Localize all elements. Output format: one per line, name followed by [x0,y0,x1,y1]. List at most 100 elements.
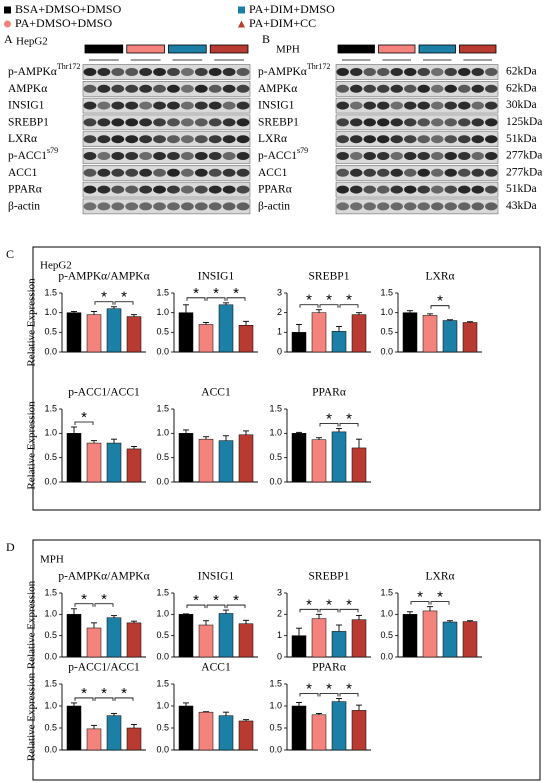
protein-name: PPARα [258,183,292,195]
y-axis-label: Relative Expression [26,401,38,490]
blot-band [208,118,222,127]
blot-band [83,101,97,110]
blot-band [83,152,97,160]
significance-star: * [437,293,443,310]
blot-band [222,135,236,144]
blot-band [485,84,498,93]
protein-size: 51kDa [506,133,537,145]
blot-band [83,84,97,93]
significance-star: * [326,680,332,697]
bar [331,331,347,353]
blot-band [431,185,444,194]
protein-label: p-AMPKαThr172 [8,62,80,78]
protein-label: SREBP1 [258,116,299,128]
blot-strip [335,64,499,80]
y-tick-label: 1.0 [269,428,282,438]
blot-band [458,152,471,160]
blot-band [431,135,444,144]
significance-bracket [94,697,114,701]
blot-band [350,168,363,177]
y-tick-label: 1.5 [156,587,169,597]
bar [86,627,102,658]
blot-band [111,101,125,110]
blot-band [363,202,376,211]
y-tick-label: 0.5 [44,327,57,337]
blot-band [139,68,153,76]
blot-band [390,84,403,93]
blot-band [417,168,430,177]
blot-band [377,168,390,177]
significance-bracket [186,297,206,301]
blot-band [139,135,153,144]
protein-name: p-AMPKα [258,66,307,78]
blot-band [471,68,484,76]
blot-band [471,118,484,127]
protein-name: LXRα [258,133,287,145]
significance-bracket [339,693,359,697]
y-tick-label: 1.5 [380,587,393,597]
protein-site: Thr172 [57,62,81,71]
blot-band [194,84,208,93]
blot-band [167,135,180,144]
protein-name: β-actin [8,200,40,212]
blot-strip [82,97,251,114]
y-tick-label: 0.5 [44,630,57,640]
blot-band [363,135,376,144]
y-tick-label: 0.0 [380,651,393,661]
protein-size: 125kDa [506,116,542,128]
significance-bracket [226,604,246,609]
blot-band [222,118,236,127]
y-tick-label: 1.5 [156,403,169,413]
significance-bracket [114,301,134,305]
blot-band [194,101,208,110]
bar [331,701,347,751]
bar [178,614,194,658]
bar [66,433,82,483]
blot-band [139,152,153,160]
blot-band [404,101,417,110]
significance-star: * [437,589,443,606]
significance-star: * [417,589,423,606]
blot-band [363,68,376,76]
y-tick-label: 0.0 [44,476,57,486]
blot-band [458,84,471,93]
blot-band [208,168,222,177]
chart-title: LXRα [425,271,454,283]
blot-band [97,101,111,110]
blot-band [377,118,390,127]
bar [106,715,122,751]
panel-frame [32,539,541,781]
protein-site: Thr172 [307,62,331,71]
protein-label: β-actin [8,200,40,212]
group-bar [418,44,456,54]
bar [351,447,367,483]
y-tick-label: 0.5 [44,722,57,732]
y-tick-label: 0.5 [156,722,169,732]
blot-strip [82,165,251,181]
blot-band [83,68,97,76]
blot-band [111,185,125,194]
blot-band [377,68,390,76]
significance-bracket [206,604,226,609]
blot-band [404,168,417,177]
significance-bracket [299,304,319,308]
bar [86,728,102,751]
blot-band [208,84,222,93]
blot-band [167,68,180,76]
blot-band [194,68,208,76]
y-tick-label: 1.0 [269,700,282,710]
blot-band [111,168,125,177]
blot-band [404,202,417,211]
blot-band [336,84,349,93]
y-tick-label: 1.5 [156,287,169,297]
bar [291,705,307,751]
blot-band [97,202,111,211]
blot-band [208,101,222,110]
protein-name: ACC1 [258,166,288,178]
bar [178,312,194,353]
blot-strip [82,131,251,147]
bar [218,715,234,751]
blot-band [97,168,111,177]
blot-band [111,68,125,76]
protein-size: 30kDa [506,99,537,111]
